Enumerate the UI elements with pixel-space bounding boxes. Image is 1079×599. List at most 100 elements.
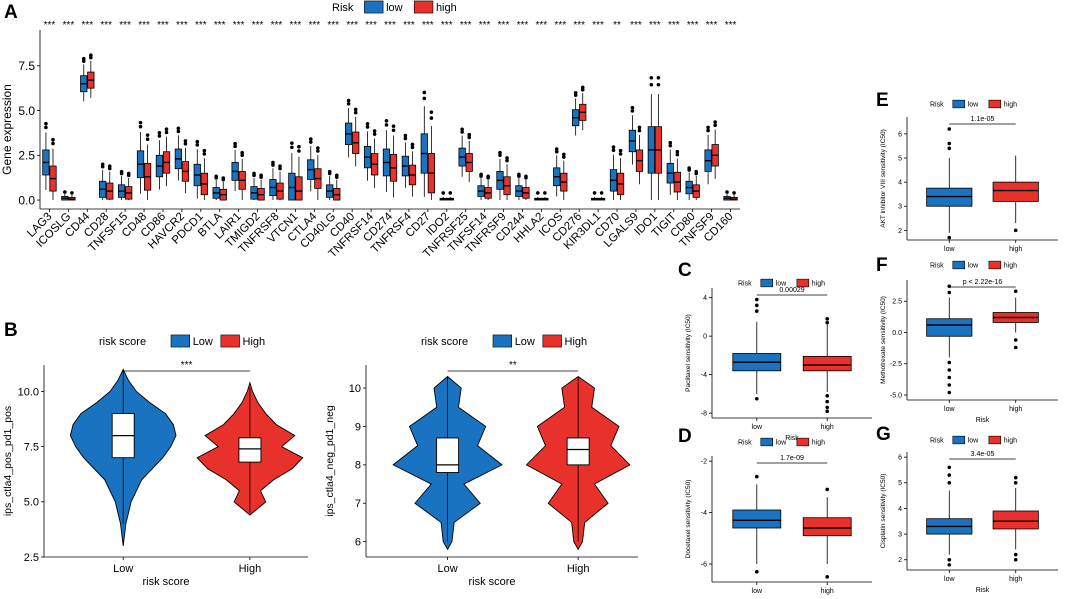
legend-g-title: Risk xyxy=(930,437,944,444)
panel-d-low-outlier-point xyxy=(755,569,759,574)
panel-c-low-outlier-point xyxy=(755,396,759,401)
gene-tnfrsf14-high-outlier-point xyxy=(372,129,377,133)
gene-cd44-high-outlier-point xyxy=(89,53,93,57)
gene-tmigd2-low-outlier-point xyxy=(252,171,256,176)
panel-g-low-outlier-point xyxy=(947,557,952,562)
gene-cd28-high-outlier-point xyxy=(107,164,112,168)
panel-g-x-label: Risk xyxy=(976,587,990,594)
legend-e-key-low xyxy=(952,99,965,109)
panel-g-y-tick-label: 3 xyxy=(898,532,902,539)
legend-b2-label-low: Low xyxy=(515,336,535,348)
gene-cd244-low-outlier-point xyxy=(517,172,521,177)
panel-c-y-tick-label: 4 xyxy=(703,295,707,302)
panel-e-high-box xyxy=(992,181,1039,202)
panel-e-high-outlier-point xyxy=(1013,228,1018,233)
panel-b2-y-tick-label: 6 xyxy=(355,536,361,548)
panel-label-d: D xyxy=(678,426,692,447)
gene-tnfsf9-high-outlier-point xyxy=(713,123,717,128)
panel-d-pvalue: 1.7e-09 xyxy=(780,455,804,462)
legend-d-key-low xyxy=(760,437,773,447)
gene-tigit-low-outlier-point xyxy=(668,143,673,148)
gene-lag3-low-outlier-point xyxy=(44,121,48,126)
significance-marker: *** xyxy=(384,20,396,31)
panel-f-low-outlier-point xyxy=(947,360,952,365)
significance-marker: *** xyxy=(138,20,150,31)
panel-c-y-tick-label: -8 xyxy=(701,411,707,418)
significance-marker: *** xyxy=(498,20,510,31)
panel-b1-x-label: risk score xyxy=(142,576,189,588)
legend-f-label-low: low xyxy=(968,262,979,269)
gene-ctla4-high-outlier-point xyxy=(316,149,320,153)
panel-f-low-outlier-point xyxy=(947,390,952,395)
legend-b1-label-high: High xyxy=(243,336,266,348)
panel-label-f: F xyxy=(876,255,888,276)
legend-e-key-high xyxy=(988,99,1002,109)
gene-tnfsf15-low-outlier-point xyxy=(119,169,124,174)
legend-d-title: Risk xyxy=(738,439,752,446)
gene-cd276-low-outlier-point xyxy=(573,90,578,95)
gene-tigit-low-outlier-point xyxy=(668,140,673,145)
panel-g-low-outlier-point xyxy=(947,473,952,477)
panel-d-y-tick-label: -4 xyxy=(701,510,707,517)
gene-tnfrsf8-low-outlier-point xyxy=(271,160,275,165)
panel-f-low-box xyxy=(926,318,973,337)
gene-lgals9-low-outlier-point xyxy=(630,109,635,113)
panel-c-low-outlier-point xyxy=(755,297,759,302)
gene-cd40lg-low-outlier-point xyxy=(327,169,332,174)
panel-label-e: E xyxy=(876,90,889,111)
panel-f-high-outlier-point xyxy=(1013,345,1018,350)
panel-a-y-tick-label: 7.5 xyxy=(18,59,35,73)
panel-e-x-tick-label-high: high xyxy=(1009,246,1022,253)
panel-f-low-outlier-point xyxy=(947,290,952,295)
legend-f-key-high xyxy=(988,260,1002,270)
gene-icos-low-outlier-point xyxy=(554,147,559,151)
gene-tnfrsf25-low-outlier-point xyxy=(460,130,464,134)
gene-ctla4-low-outlier-point xyxy=(308,140,313,144)
gene-havcr2-low-outlier-point xyxy=(176,126,181,131)
legend-d-key-high xyxy=(796,437,810,447)
significance-marker: *** xyxy=(176,20,188,31)
panel-f-x-tick-label-high: high xyxy=(1009,406,1022,413)
panel-b2-box-low xyxy=(436,437,460,473)
panel-d-high-box xyxy=(802,517,852,537)
gene-vtcn1-high-box xyxy=(295,176,303,201)
panel-f-x-label: Risk xyxy=(976,417,990,424)
panel-d-y-tick-label: -6 xyxy=(701,561,707,568)
gene-cd160-low-outlier-point xyxy=(725,190,729,194)
significance-marker: ** xyxy=(613,20,621,31)
panel-a-y-tick-label: 5.0 xyxy=(18,104,35,118)
gene-cd160-high-outlier-point xyxy=(732,191,736,195)
gene-group-btla xyxy=(212,174,227,201)
gene-ctla4-low-outlier-point xyxy=(308,137,313,141)
gene-ido1-high-outlier-point xyxy=(656,82,661,87)
significance-marker: *** xyxy=(630,20,642,31)
panel-c-x-tick-label-high: high xyxy=(821,424,834,431)
gene-cd274-low-outlier-point xyxy=(384,119,389,123)
gene-cd70-low-outlier-point xyxy=(611,148,616,153)
panel-g-x-tick-label-high: high xyxy=(1009,576,1022,583)
panel-d-x-tick-label-high: high xyxy=(821,588,834,595)
panel-e-y-label: AKT inhibitor VIII sensitivity (IC50) xyxy=(880,129,887,228)
legend-c-label-high: high xyxy=(812,280,825,287)
gene-group-cd40lg xyxy=(326,169,341,201)
panel-c-low-outlier-point xyxy=(755,303,759,308)
panel-b2-x-tick-label-high: High xyxy=(567,563,590,575)
panel-g-y-tick-label: 4 xyxy=(898,506,902,513)
panel-g-y-tick-label: 2 xyxy=(898,557,902,564)
panel-e-y-tick-label: 2 xyxy=(898,228,902,235)
legend-g-label-high: high xyxy=(1004,437,1017,444)
gene-group-cd274 xyxy=(382,119,398,198)
gene-icos-high-outlier-point xyxy=(562,152,566,157)
gene-tnfrsf14-high-outlier-point xyxy=(372,132,377,136)
significance-marker: *** xyxy=(536,20,548,31)
panel-f-low-outlier-point xyxy=(947,383,952,387)
legend-d-label-high: high xyxy=(812,439,825,446)
gene-cd274-high-outlier-point xyxy=(391,128,396,133)
panel-f-low-outlier-point xyxy=(947,368,952,372)
gene-tnfrsf9-low-outlier-point xyxy=(498,153,502,158)
panel-b1-significance-marker: *** xyxy=(181,360,193,371)
gene-cd86-high-outlier-point xyxy=(164,130,169,135)
gene-ido1-low-outlier-point xyxy=(649,75,654,80)
legend-f-title: Risk xyxy=(930,262,944,269)
gene-tnfrsf8-high-outlier-point xyxy=(278,164,282,168)
